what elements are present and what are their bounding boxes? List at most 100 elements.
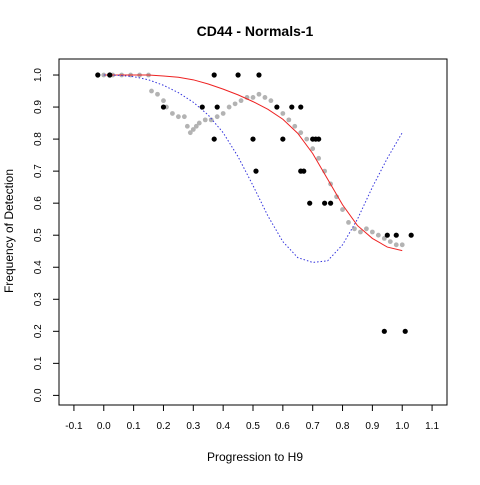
data-point <box>95 72 101 78</box>
data-point <box>298 130 304 136</box>
y-tick-label: 0.0 <box>33 388 44 402</box>
x-tick-label: 0.4 <box>216 421 230 432</box>
x-tick-label: 1.0 <box>395 421 409 432</box>
data-point <box>155 91 160 97</box>
data-point <box>399 242 405 248</box>
x-tick-label: 0.1 <box>127 421 141 432</box>
data-point <box>408 232 414 238</box>
data-point <box>280 111 286 116</box>
data-point <box>307 200 313 206</box>
x-tick-label: -0.1 <box>65 421 83 432</box>
x-tick-label: 0.7 <box>306 421 320 432</box>
data-point <box>322 200 328 206</box>
x-tick-label: 1.1 <box>425 421 439 432</box>
y-tick-label: 0.3 <box>33 292 44 306</box>
series-layer <box>95 72 414 334</box>
data-point <box>214 104 220 110</box>
points-group <box>95 72 414 334</box>
x-tick-label: 0.0 <box>97 421 111 432</box>
y-tick-label: 0.5 <box>33 228 44 242</box>
data-point <box>384 232 390 238</box>
data-point <box>107 72 113 78</box>
series-line <box>103 74 403 263</box>
x-tick-label: 0.5 <box>246 421 260 432</box>
data-point <box>289 104 295 110</box>
data-point <box>250 136 256 142</box>
data-point <box>402 328 408 334</box>
x-tick-label: 0.9 <box>365 421 379 432</box>
data-point <box>334 194 339 200</box>
data-point <box>328 200 334 206</box>
data-point <box>238 98 244 104</box>
points-group <box>101 72 405 248</box>
data-point <box>170 111 175 116</box>
data-point <box>250 95 256 100</box>
data-point <box>181 114 187 120</box>
data-point <box>358 229 363 235</box>
data-point <box>256 72 262 78</box>
data-point <box>187 130 193 136</box>
y-tick-label: 0.4 <box>33 260 44 274</box>
data-point <box>268 98 274 104</box>
y-tick-label: 0.9 <box>33 100 44 114</box>
y-tick-label: 0.8 <box>33 132 44 146</box>
data-point <box>280 136 286 142</box>
data-point <box>381 328 387 334</box>
data-point <box>226 104 232 110</box>
data-point <box>352 226 357 232</box>
data-point <box>393 242 399 248</box>
x-tick-label: 0.3 <box>186 421 200 432</box>
data-point <box>381 236 387 241</box>
y-tick-label: 0.7 <box>33 164 44 178</box>
data-point <box>208 117 214 123</box>
data-point <box>316 155 322 161</box>
data-point <box>160 104 167 110</box>
data-point <box>211 136 217 142</box>
data-point <box>262 95 268 100</box>
data-point <box>301 168 307 174</box>
data-point <box>369 229 375 235</box>
data-point <box>310 146 316 152</box>
x-axis-label: Progression to H9 <box>207 450 303 464</box>
plot-frame <box>58 58 448 406</box>
x-tick-label: 0.8 <box>336 421 350 432</box>
data-point <box>220 111 226 116</box>
y-axis-label: Frequency of Detection <box>2 169 16 293</box>
data-point <box>161 98 166 104</box>
data-point <box>292 123 298 129</box>
y-tick-label: 1.0 <box>33 68 44 82</box>
y-tick-label: 0.6 <box>33 196 44 210</box>
data-point <box>199 104 205 110</box>
data-point <box>298 104 304 110</box>
data-point <box>316 136 322 142</box>
chart-title: CD44 - Normals-1 <box>197 23 314 39</box>
data-point <box>232 101 238 107</box>
data-point <box>211 72 217 78</box>
data-point <box>193 123 199 129</box>
data-point <box>393 232 399 238</box>
data-point <box>235 72 241 78</box>
data-point <box>346 219 351 225</box>
data-point <box>202 117 208 123</box>
data-point <box>190 127 196 132</box>
data-point <box>253 168 259 174</box>
data-point <box>274 104 280 110</box>
y-tick-label: 0.1 <box>33 356 44 370</box>
data-point <box>149 88 154 94</box>
data-point <box>387 239 393 245</box>
data-point <box>286 117 292 123</box>
y-tick-label: 0.2 <box>33 324 44 338</box>
data-point <box>375 232 381 238</box>
y-axis: 0.0 0.1 0.2 0.3 0.4 0.5 0.6 0.7 0.8 0.9 1.0 <box>33 68 59 402</box>
data-point <box>304 136 310 142</box>
data-point <box>184 123 190 129</box>
x-axis: -0.1 0.0 0.1 0.2 0.3 0.4 0.5 0.6 0.7 0.8 0.9 1.0 1.1 <box>65 405 439 432</box>
data-point <box>214 114 220 120</box>
data-point <box>175 114 181 120</box>
data-point <box>256 91 262 97</box>
series-line <box>103 74 403 252</box>
data-point <box>364 226 369 232</box>
data-point <box>340 207 345 212</box>
